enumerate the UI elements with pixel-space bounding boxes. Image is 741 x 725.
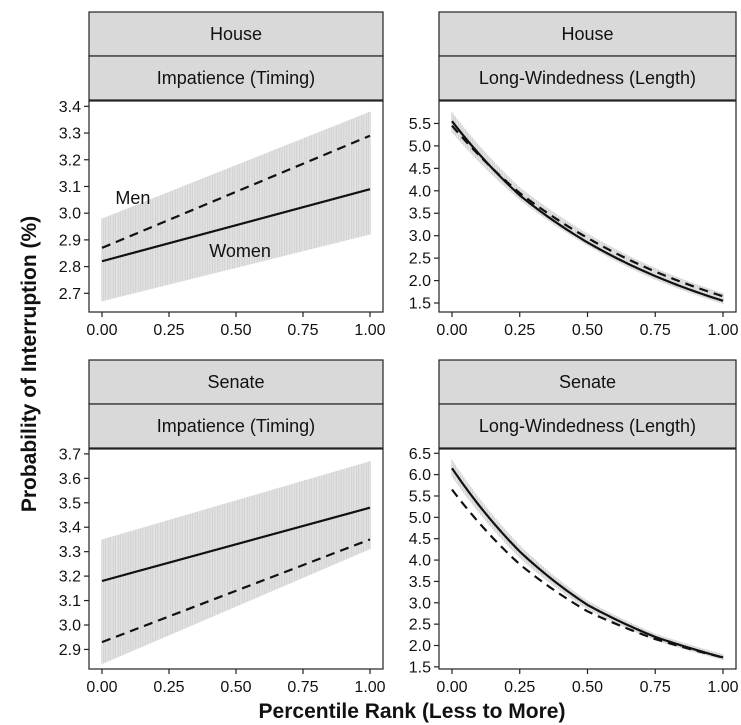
panel-2: House Long-Windedness (Length) 1.5 2.0 2.5 3.… — [409, 11, 739, 339]
y-tick-label: 3.1 — [59, 179, 81, 196]
panel-1: House Impatience (Timing) Men Women 2.7 2.8 2.… — [59, 11, 386, 339]
strip-top-label: House — [561, 24, 613, 44]
confidence-band — [101, 111, 371, 302]
y-tick-label: 1.5 — [409, 659, 431, 676]
y-tick-label: 3.2 — [59, 152, 81, 169]
y-tick-label: 6.0 — [409, 467, 431, 484]
strip-top-label: Senate — [559, 372, 616, 392]
y-tick-label: 2.7 — [59, 286, 81, 303]
strip-top-bg — [438, 11, 737, 57]
strip-bottom-bg — [88, 55, 384, 101]
strip-bottom-label: Long-Windedness (Length) — [479, 416, 696, 436]
x-tick-label: 0.00 — [436, 679, 467, 696]
panel-3: Senate Impatience (Timing) 2.9 3.0 3.1 3.2 3.3… — [59, 359, 386, 696]
x-tick-label: 1.00 — [354, 322, 385, 339]
y-tick-label: 3.4 — [59, 520, 81, 537]
strip-bottom-bg — [88, 403, 384, 449]
strip-bottom-bg — [438, 55, 737, 101]
x-tick-label: 0.50 — [220, 322, 251, 339]
y-tick-label: 3.0 — [409, 595, 431, 612]
x-tick-label: 0.00 — [436, 322, 467, 339]
strip-bottom-label: Impatience (Timing) — [157, 68, 315, 88]
x-tick-label: 0.25 — [153, 322, 184, 339]
y-tick-label: 2.9 — [59, 232, 81, 249]
strip-top-bg — [88, 11, 384, 57]
y-tick-label: 1.5 — [409, 296, 431, 313]
y-tick-label: 3.4 — [59, 99, 81, 116]
strip-top-label: House — [210, 24, 262, 44]
y-tick-label: 3.0 — [409, 228, 431, 245]
panels: House Impatience (Timing) Men Women 2.7 2.8 2.… — [59, 11, 739, 696]
y-tick-label: 5.0 — [409, 510, 431, 527]
y-tick-label: 3.5 — [59, 495, 81, 512]
series-line-women — [451, 120, 724, 302]
y-tick-label: 2.0 — [409, 638, 431, 655]
series-line-women — [101, 188, 371, 263]
plot-area — [438, 100, 737, 313]
y-tick-label: 3.1 — [59, 593, 81, 610]
series-line-women — [101, 506, 371, 583]
strip-bottom-label: Impatience (Timing) — [157, 416, 315, 436]
y-tick-label: 6.5 — [409, 446, 431, 463]
x-tick-label: 1.00 — [354, 679, 385, 696]
y-tick-label: 3.0 — [59, 618, 81, 635]
y-axis-title: Probability of Interruption (%) — [18, 216, 41, 512]
series-line-men — [451, 488, 724, 659]
strip-bottom-label: Long-Windedness (Length) — [479, 68, 696, 88]
x-axis-title: Percentile Rank (Less to More) — [259, 700, 566, 723]
x-tick-label: 0.00 — [86, 322, 117, 339]
y-tick-label: 2.5 — [409, 251, 431, 268]
y-tick-label: 3.3 — [59, 126, 81, 143]
series-line-women — [451, 467, 724, 659]
x-tick-label: 0.25 — [504, 322, 535, 339]
annotation-women: Women — [209, 241, 271, 261]
x-tick-label: 0.75 — [640, 322, 671, 339]
x-tick-label: 0.75 — [287, 322, 318, 339]
panel-4: Senate Long-Windedness (Length) 1.5 2.0 2.5 3… — [409, 359, 739, 696]
y-tick-label: 3.5 — [409, 206, 431, 223]
strip-top-bg — [438, 359, 737, 405]
y-tick-label: 2.0 — [409, 273, 431, 290]
annotation-men: Men — [115, 188, 150, 208]
strip-bottom-bg — [438, 403, 737, 449]
y-tick-label: 3.7 — [59, 446, 81, 463]
y-tick-label: 4.0 — [409, 553, 431, 570]
y-tick-label: 3.6 — [59, 471, 81, 488]
x-tick-label: 0.50 — [572, 322, 603, 339]
y-tick-label: 3.2 — [59, 569, 81, 586]
y-tick-label: 3.0 — [59, 206, 81, 223]
x-tick-label: 0.25 — [153, 679, 184, 696]
series-line-men — [101, 538, 371, 644]
x-tick-label: 1.00 — [707, 322, 738, 339]
x-tick-label: 0.00 — [86, 679, 117, 696]
y-tick-label: 2.5 — [409, 617, 431, 634]
y-tick-label: 5.5 — [409, 116, 431, 133]
y-tick-label: 2.9 — [59, 642, 81, 659]
x-tick-label: 0.75 — [640, 679, 671, 696]
x-tick-label: 0.50 — [220, 679, 251, 696]
y-tick-label: 4.0 — [409, 183, 431, 200]
strip-top-bg — [88, 359, 384, 405]
series-line-men — [101, 134, 371, 249]
y-tick-label: 4.5 — [409, 531, 431, 548]
y-tick-label: 5.0 — [409, 138, 431, 155]
x-tick-label: 0.25 — [504, 679, 535, 696]
plot-area — [438, 448, 737, 670]
y-tick-label: 2.8 — [59, 259, 81, 276]
x-tick-label: 0.50 — [572, 679, 603, 696]
y-tick-label: 3.3 — [59, 544, 81, 561]
x-tick-label: 1.00 — [707, 679, 738, 696]
y-tick-label: 5.5 — [409, 488, 431, 505]
y-tick-label: 4.5 — [409, 161, 431, 178]
y-tick-label: 3.5 — [409, 574, 431, 591]
x-tick-label: 0.75 — [287, 679, 318, 696]
strip-top-label: Senate — [207, 372, 264, 392]
